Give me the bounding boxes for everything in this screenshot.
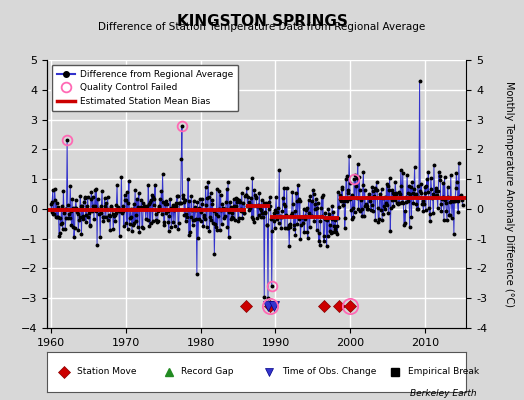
Text: Time of Obs. Change: Time of Obs. Change — [282, 368, 376, 376]
Text: Difference of Station Temperature Data from Regional Average: Difference of Station Temperature Data f… — [99, 22, 425, 32]
Text: KINGSTON SPRINGS: KINGSTON SPRINGS — [177, 14, 347, 29]
Legend: Difference from Regional Average, Quality Control Failed, Estimated Station Mean: Difference from Regional Average, Qualit… — [52, 64, 238, 111]
Text: Station Move: Station Move — [77, 368, 136, 376]
Text: Record Gap: Record Gap — [181, 368, 234, 376]
Text: Empirical Break: Empirical Break — [408, 368, 479, 376]
Y-axis label: Monthly Temperature Anomaly Difference (°C): Monthly Temperature Anomaly Difference (… — [504, 81, 514, 307]
Text: Berkeley Earth: Berkeley Earth — [410, 389, 477, 398]
